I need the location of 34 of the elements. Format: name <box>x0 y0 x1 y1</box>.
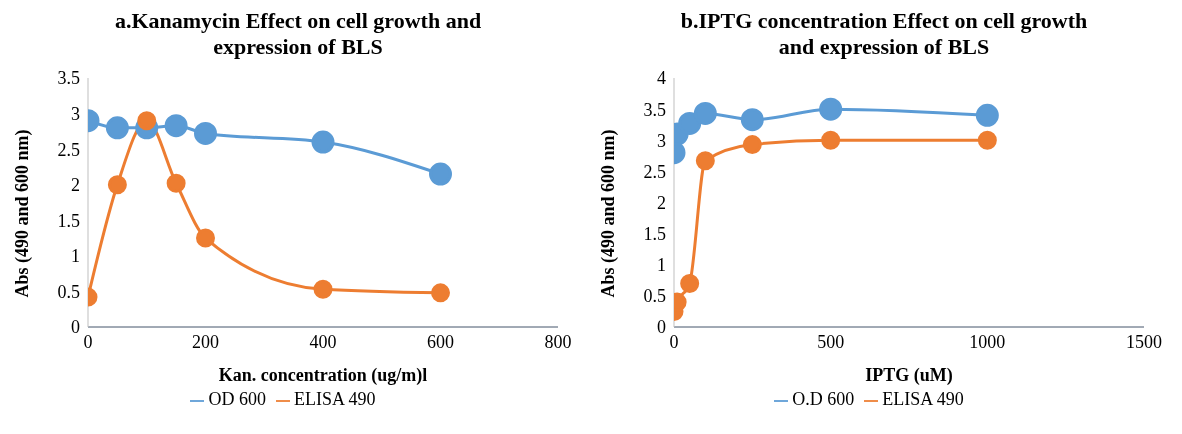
y-axis-title: Abs (490 and 600 nm) <box>598 129 620 298</box>
y-tick-label: 2 <box>657 192 666 213</box>
y-tick-label: 1 <box>657 255 666 276</box>
x-tick-label: 600 <box>427 331 454 352</box>
y-axis-title: Abs (490 and 600 nm) <box>12 129 34 298</box>
x-axis-title: Kan. concentration (ug/m)l <box>218 365 428 386</box>
y-tick-label: 1.5 <box>57 210 80 231</box>
x-tick-label: 1000 <box>969 331 1006 352</box>
x-tick-label: 1500 <box>1126 331 1162 352</box>
y-tick-label: 4 <box>657 68 666 89</box>
y-tick-label: 1 <box>71 246 80 267</box>
y-tick-label: 1.5 <box>643 224 666 245</box>
x-tick-label: 800 <box>544 331 572 352</box>
y-tick-label: 3.5 <box>643 99 666 120</box>
y-tick-label: 3 <box>71 103 80 124</box>
chart-title: b.IPTG concentration Effect on cell growth and expression of BLS <box>679 8 1089 61</box>
x-axis-title: IPTG (uM) <box>865 365 953 386</box>
x-tick-label: 200 <box>192 331 219 352</box>
y-tick-label: 2 <box>71 175 80 196</box>
y-tick-label: 2.5 <box>643 161 666 182</box>
x-tick-label: 400 <box>309 331 337 352</box>
y-tick-label: 3 <box>657 130 666 151</box>
legend-label: ELISA 490 <box>293 389 376 409</box>
legend-label: O.D 600 <box>792 389 855 409</box>
legend-label: OD 600 <box>208 389 266 409</box>
y-tick-label: 0 <box>71 317 80 338</box>
y-tick-label: 0.5 <box>57 281 80 302</box>
y-tick-label: 0 <box>657 317 666 338</box>
chart-title: a.Kanamycin Effect on cell growth and expression of BLS <box>113 8 483 61</box>
legend-label: ELISA 490 <box>882 389 964 409</box>
y-tick-label: 3.5 <box>57 68 80 89</box>
y-tick-label: 0.5 <box>643 286 666 307</box>
x-tick-label: 500 <box>817 331 845 352</box>
y-tick-label: 2.5 <box>57 139 80 160</box>
